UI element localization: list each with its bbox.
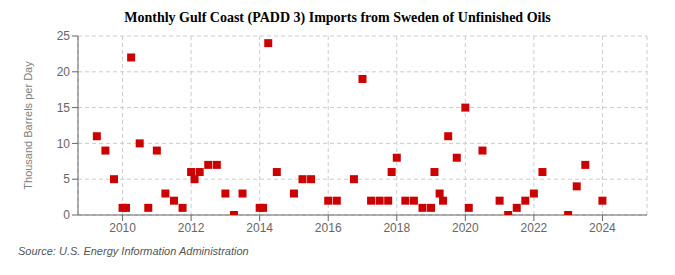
svg-text:2014: 2014 <box>246 221 273 235</box>
svg-text:2018: 2018 <box>383 221 410 235</box>
svg-text:10: 10 <box>57 137 71 151</box>
svg-text:15: 15 <box>57 101 71 115</box>
html-text:Source: U.S. Energy Informatio: Source: U.S. Energy Information Administ… <box>18 245 249 257</box>
svg-text:2012: 2012 <box>178 221 205 235</box>
svg-text:2010: 2010 <box>109 221 136 235</box>
svg-text:2016: 2016 <box>315 221 342 235</box>
svg-text:2022: 2022 <box>521 221 548 235</box>
svg-text:20: 20 <box>57 65 71 79</box>
html-text:Monthly Gulf Coast (PADD 3) Im: Monthly Gulf Coast (PADD 3) Imports from… <box>124 10 551 25</box>
svg-text:Thousand Barrels per Day: Thousand Barrels per Day <box>22 61 34 190</box>
svg-text:25: 25 <box>57 29 71 43</box>
svg-text:2020: 2020 <box>452 221 479 235</box>
svg-text:0: 0 <box>63 208 70 222</box>
svg-text:2024: 2024 <box>589 221 616 235</box>
svg-text:5: 5 <box>63 172 70 186</box>
